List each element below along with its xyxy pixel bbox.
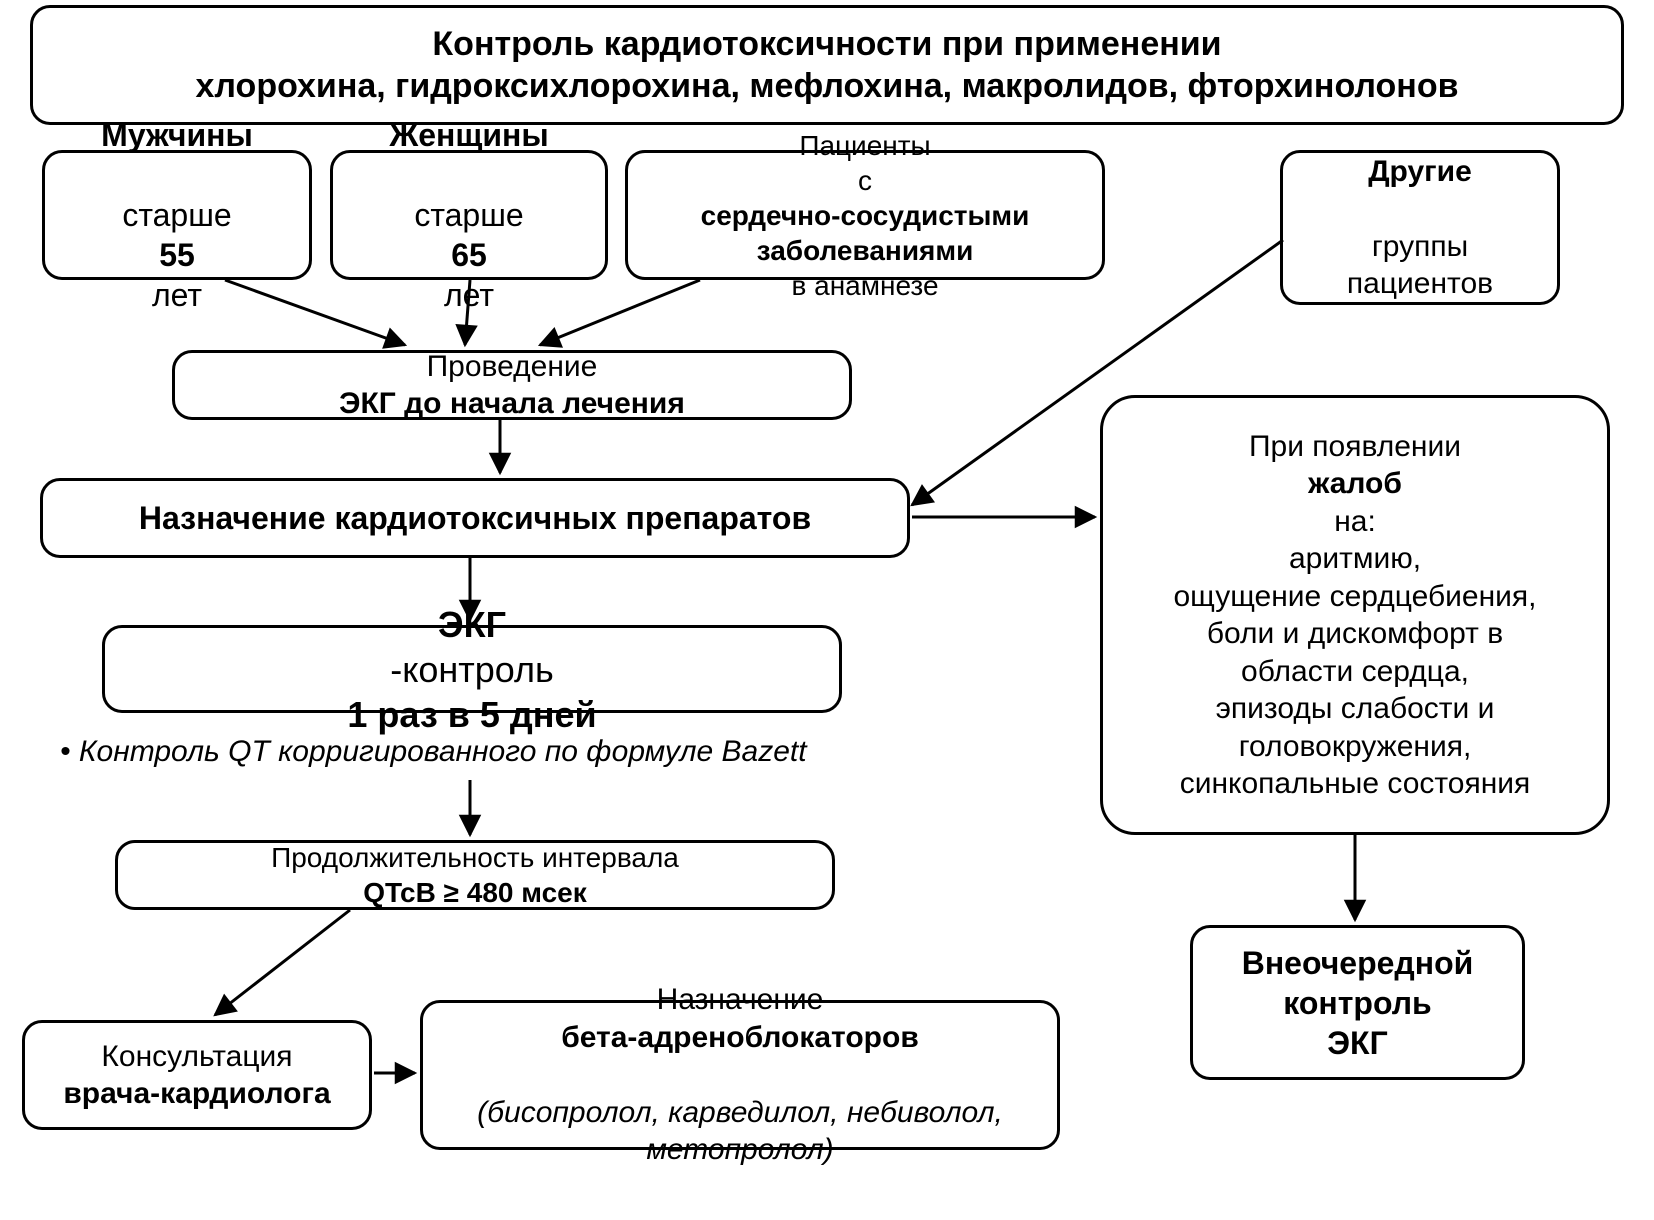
node-men: Мужчиныстарше 55 лет xyxy=(42,150,312,280)
node-ecg-before: Проведение ЭКГ до начала лечения xyxy=(172,350,852,420)
node-cardiac-history: Пациентыс сердечно-сосудистымизаболевани… xyxy=(625,150,1105,280)
node-unscheduled-ecg: ВнеочереднойконтрольЭКГ xyxy=(1190,925,1525,1080)
flowchart-canvas: Контроль кардиотоксичности при применени… xyxy=(0,0,1654,1220)
node-title: Контроль кардиотоксичности при применени… xyxy=(30,5,1624,125)
node-ecg-control: ЭКГ-контроль 1 раз в 5 дней xyxy=(102,625,842,713)
note-bazett: • Контроль QT корригированного по формул… xyxy=(60,735,807,769)
node-other-patients: Другиегруппыпациентов xyxy=(1280,150,1560,305)
node-prescribe-drugs: Назначение кардиотоксичных препаратов xyxy=(40,478,910,558)
node-beta-blockers: Назначение бета-адреноблокаторов(бисопро… xyxy=(420,1000,1060,1150)
node-qtcb-threshold: Продолжительность интервала QTcB ≥ 480 м… xyxy=(115,840,835,910)
node-women: Женщиныстарше 65 лет xyxy=(330,150,608,280)
edge-qtcb xyxy=(215,910,350,1015)
node-cardiologist: Консультацияврача-кардиолога xyxy=(22,1020,372,1130)
node-complaints: При появлениижалоб на:аритмию,ощущение с… xyxy=(1100,395,1610,835)
edge-men xyxy=(225,280,405,345)
edge-cardiac xyxy=(540,280,700,345)
